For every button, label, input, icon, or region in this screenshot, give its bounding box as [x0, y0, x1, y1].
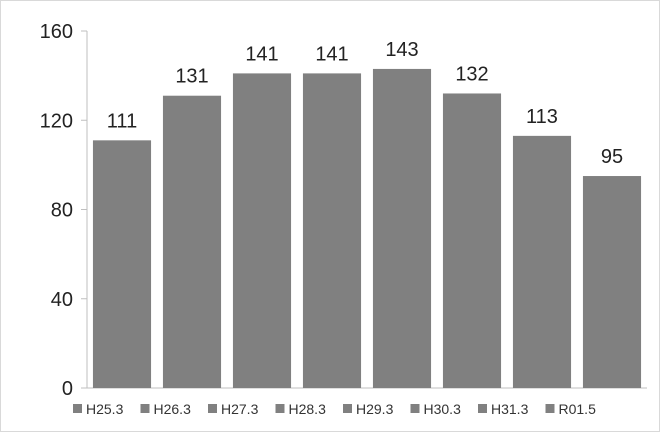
y-tick-label: 0: [62, 378, 73, 400]
bar-H31.3: [512, 135, 572, 388]
legend-swatch: [478, 404, 487, 413]
data-label-H27.3: 141: [245, 43, 278, 65]
legend-label-H31.3: H31.3: [491, 401, 529, 417]
bar-R01.5: [582, 176, 642, 388]
data-label-H31.3: 113: [526, 106, 558, 128]
legend: H25.3 H26.3 H27.3 H28.3 H29.3 H30.3 H31.3 R01.5: [73, 401, 596, 417]
data-label-H30.3: 132: [455, 63, 488, 85]
legend-label-H29.3: H29.3: [356, 401, 394, 417]
bars: [92, 68, 642, 389]
y-tick-label: 160: [40, 21, 73, 43]
legend-swatch: [545, 404, 555, 413]
bar-H29.3: [372, 68, 432, 389]
legend-swatch: [410, 404, 420, 413]
bar-H26.3: [162, 95, 222, 389]
data-label-H26.3: 131: [175, 66, 208, 88]
legend-swatch: [275, 404, 285, 413]
legend-swatch: [208, 404, 217, 413]
legend-label-H26.3: H26.3: [154, 401, 192, 417]
legend-label-R01.5: R01.5: [559, 401, 597, 417]
legend-label-H28.3: H28.3: [289, 401, 327, 417]
data-label-H25.3: 111: [107, 110, 137, 132]
legend-swatch: [73, 404, 82, 413]
y-tick-label: 40: [51, 289, 73, 311]
data-label-H29.3: 143: [385, 39, 418, 61]
legend-swatch: [343, 404, 352, 413]
bar-H28.3: [302, 73, 362, 389]
data-label-H28.3: 141: [315, 43, 348, 65]
y-tick-label: 120: [40, 110, 73, 132]
y-tick-label: 80: [51, 200, 73, 222]
bar-H30.3: [442, 93, 502, 388]
bar-H25.3: [92, 140, 152, 388]
legend-label-H25.3: H25.3: [86, 401, 124, 417]
y-axis: 0 40 80 120 160: [40, 21, 647, 400]
bar-H27.3: [232, 73, 292, 389]
legend-label-H27.3: H27.3: [221, 401, 259, 417]
legend-label-H30.3: H30.3: [424, 401, 462, 417]
data-labels: 111 131 141 141 143 132 113 95: [107, 39, 623, 168]
legend-swatch: [140, 404, 150, 413]
data-label-R01.5: 95: [601, 146, 623, 168]
